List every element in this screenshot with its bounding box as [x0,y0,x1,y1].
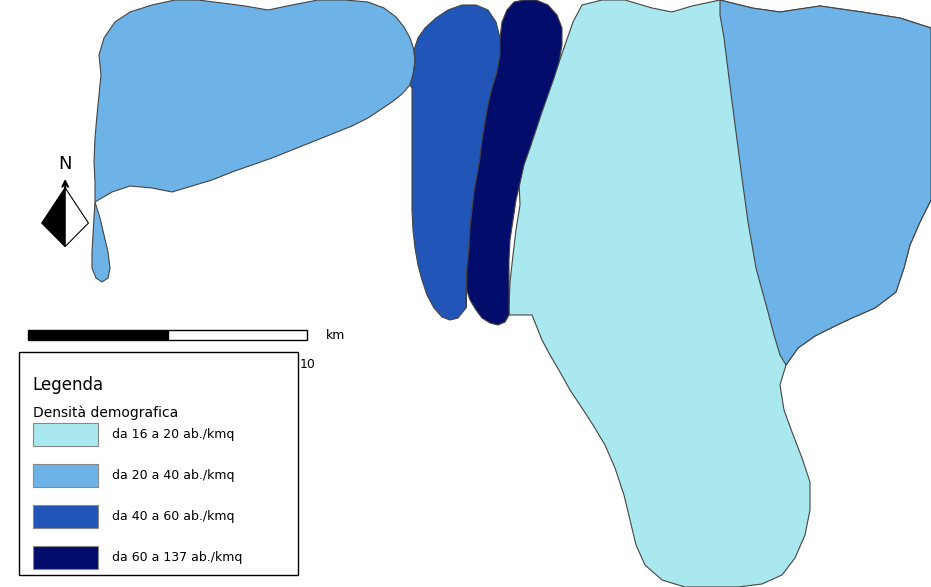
Text: da 40 a 60 ab./kmq: da 40 a 60 ab./kmq [112,510,235,523]
FancyBboxPatch shape [168,330,307,340]
FancyBboxPatch shape [33,546,98,569]
FancyBboxPatch shape [33,464,98,487]
Text: 10: 10 [299,358,316,371]
Polygon shape [42,188,65,247]
Polygon shape [410,5,500,320]
Text: Densità demografica: Densità demografica [33,405,178,420]
FancyBboxPatch shape [28,330,168,340]
Text: 5: 5 [164,358,171,371]
Text: Legenda: Legenda [33,376,103,394]
Text: da 20 a 40 ab./kmq: da 20 a 40 ab./kmq [112,469,235,482]
Text: 0: 0 [24,358,32,371]
Polygon shape [65,188,88,247]
Text: da 60 a 137 ab./kmq: da 60 a 137 ab./kmq [112,551,242,564]
Polygon shape [92,202,110,282]
Polygon shape [94,0,415,202]
Text: 2,5: 2,5 [88,358,108,371]
Text: km: km [326,329,345,342]
Polygon shape [509,0,931,587]
FancyBboxPatch shape [19,352,298,575]
Text: da 16 a 20 ab./kmq: da 16 a 20 ab./kmq [112,428,234,441]
Polygon shape [466,0,562,325]
FancyBboxPatch shape [33,505,98,528]
Text: N: N [59,156,72,173]
Polygon shape [720,0,931,365]
FancyBboxPatch shape [33,423,98,446]
